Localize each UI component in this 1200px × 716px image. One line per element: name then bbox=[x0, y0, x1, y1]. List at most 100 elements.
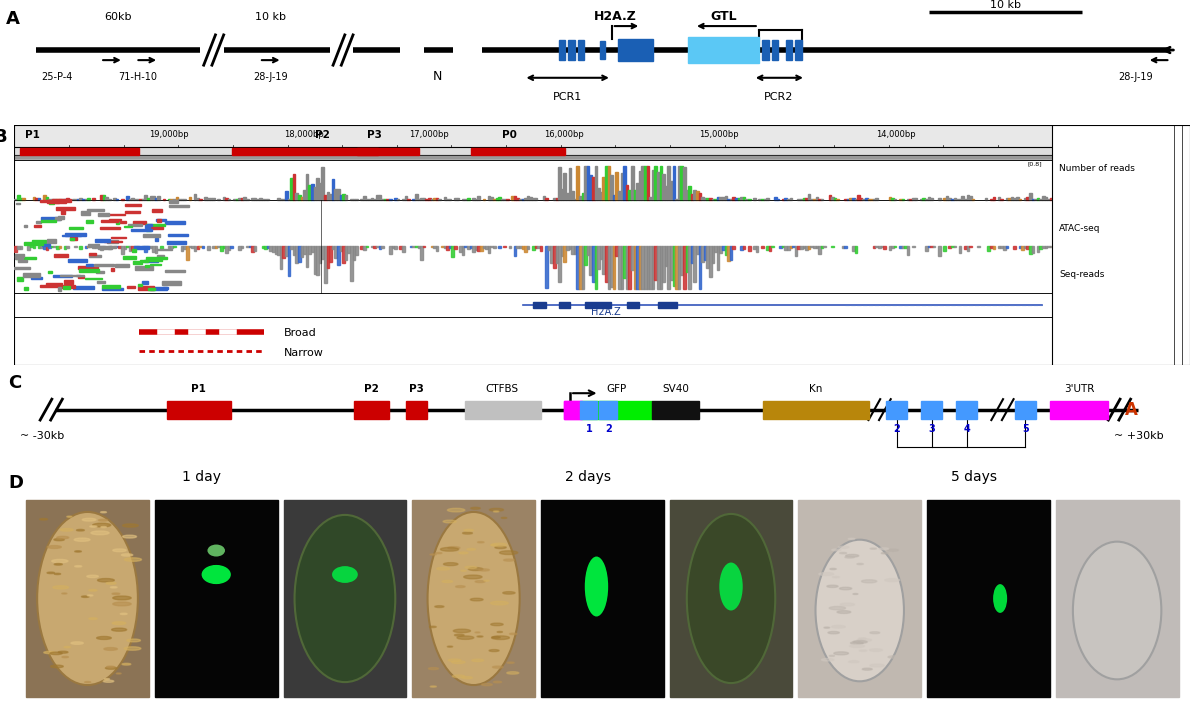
Ellipse shape bbox=[427, 512, 520, 685]
Bar bbox=[104, 241, 122, 243]
Bar bbox=[538, 246, 540, 248]
Bar bbox=[868, 199, 870, 200]
Bar bbox=[558, 246, 560, 282]
Bar bbox=[61, 235, 82, 236]
Bar bbox=[56, 208, 74, 210]
Bar bbox=[233, 147, 378, 155]
Bar bbox=[103, 195, 106, 200]
Bar bbox=[901, 246, 904, 248]
Bar bbox=[457, 198, 460, 200]
Bar bbox=[662, 174, 665, 200]
Circle shape bbox=[862, 580, 877, 583]
Bar bbox=[680, 166, 683, 200]
Bar bbox=[660, 166, 662, 200]
Circle shape bbox=[851, 642, 863, 644]
Circle shape bbox=[863, 668, 872, 670]
Circle shape bbox=[430, 626, 437, 628]
Bar bbox=[148, 223, 151, 226]
Bar bbox=[149, 227, 163, 229]
Text: ~ +30kb: ~ +30kb bbox=[1115, 432, 1164, 442]
Circle shape bbox=[499, 551, 517, 554]
Bar bbox=[767, 198, 769, 200]
Bar bbox=[569, 40, 575, 60]
Bar bbox=[649, 246, 652, 289]
Bar bbox=[925, 246, 928, 251]
Bar bbox=[106, 198, 108, 200]
Bar bbox=[146, 230, 151, 231]
Bar bbox=[865, 198, 868, 200]
Bar bbox=[85, 246, 88, 248]
Bar bbox=[124, 246, 126, 249]
Bar bbox=[74, 246, 77, 247]
Bar bbox=[210, 198, 212, 200]
Bar bbox=[181, 246, 184, 251]
Circle shape bbox=[461, 570, 467, 571]
Bar bbox=[19, 147, 139, 155]
Bar bbox=[832, 197, 834, 200]
Bar bbox=[656, 246, 660, 289]
Circle shape bbox=[470, 508, 480, 509]
Bar bbox=[78, 266, 97, 269]
Bar bbox=[676, 198, 678, 200]
Bar bbox=[133, 261, 142, 264]
Bar bbox=[473, 246, 475, 252]
Bar bbox=[156, 219, 166, 221]
Bar bbox=[446, 246, 449, 251]
Bar bbox=[460, 246, 462, 252]
Circle shape bbox=[77, 529, 84, 531]
Circle shape bbox=[50, 652, 62, 654]
Bar bbox=[691, 194, 694, 200]
Bar bbox=[95, 246, 97, 248]
Text: 28-J-19: 28-J-19 bbox=[253, 72, 288, 82]
Text: B: B bbox=[0, 127, 7, 145]
Circle shape bbox=[859, 638, 866, 639]
Ellipse shape bbox=[1073, 542, 1162, 679]
Bar bbox=[306, 174, 308, 200]
Circle shape bbox=[846, 554, 859, 557]
Bar bbox=[300, 246, 304, 258]
Circle shape bbox=[834, 652, 848, 655]
Circle shape bbox=[112, 593, 120, 594]
Bar bbox=[683, 246, 685, 289]
Bar bbox=[547, 246, 551, 250]
Bar bbox=[150, 287, 167, 290]
Bar bbox=[101, 221, 119, 222]
Bar bbox=[420, 246, 422, 260]
Bar bbox=[785, 246, 787, 250]
Bar bbox=[607, 166, 610, 200]
Bar bbox=[500, 198, 504, 200]
Bar bbox=[335, 246, 337, 258]
Circle shape bbox=[451, 661, 466, 664]
Bar bbox=[308, 246, 311, 254]
Circle shape bbox=[468, 568, 482, 571]
Bar bbox=[762, 40, 769, 60]
Bar bbox=[946, 195, 948, 200]
Bar bbox=[785, 198, 787, 200]
Bar bbox=[748, 246, 751, 251]
Bar bbox=[73, 286, 94, 289]
Bar bbox=[464, 246, 467, 247]
Bar bbox=[754, 198, 756, 200]
Bar bbox=[610, 175, 613, 200]
Bar bbox=[64, 280, 73, 284]
Bar bbox=[266, 246, 269, 248]
Bar bbox=[634, 246, 636, 289]
Bar bbox=[122, 256, 137, 258]
Bar bbox=[542, 196, 545, 200]
Text: 16,000bp: 16,000bp bbox=[544, 130, 583, 139]
Text: 17,000bp: 17,000bp bbox=[409, 130, 449, 139]
Bar bbox=[79, 246, 82, 249]
Bar bbox=[769, 246, 772, 251]
Bar bbox=[140, 260, 148, 261]
Bar bbox=[948, 246, 950, 248]
Bar bbox=[169, 200, 178, 203]
Circle shape bbox=[428, 667, 438, 669]
Circle shape bbox=[448, 646, 452, 647]
Bar bbox=[132, 198, 134, 200]
Bar bbox=[852, 198, 854, 200]
Bar bbox=[173, 246, 175, 247]
Circle shape bbox=[870, 649, 882, 652]
Bar bbox=[703, 198, 707, 200]
Bar bbox=[364, 195, 366, 200]
Bar bbox=[18, 260, 28, 262]
